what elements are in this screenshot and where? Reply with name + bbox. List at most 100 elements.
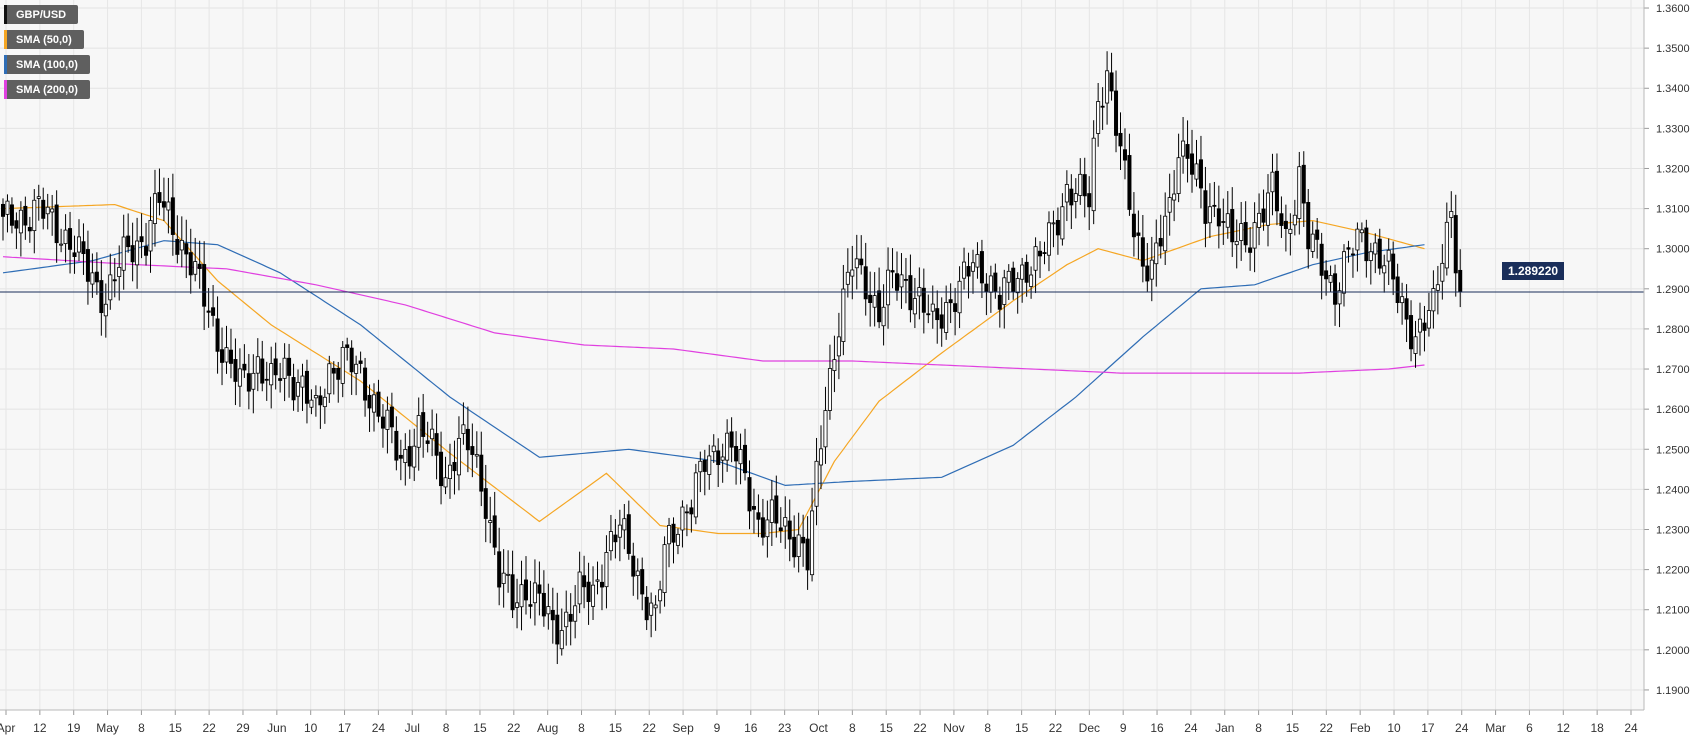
candle-body-down — [331, 367, 336, 374]
candle — [796, 512, 801, 573]
candle — [541, 570, 546, 627]
candle-body-up — [1440, 262, 1445, 282]
candle — [479, 431, 484, 507]
candle-body-up — [1337, 290, 1342, 305]
candle-body-up — [1386, 249, 1391, 262]
candle — [313, 385, 318, 417]
candle — [1234, 219, 1239, 269]
candle-body-up — [532, 582, 537, 604]
legend-item-sma200[interactable]: SMA (200,0) — [4, 80, 90, 99]
candle-body-up — [1342, 251, 1347, 294]
candle — [1324, 260, 1329, 296]
candle-body-down — [935, 308, 940, 321]
candle — [296, 369, 301, 412]
candle — [993, 263, 998, 299]
candle — [769, 480, 774, 547]
candle-body-up — [622, 518, 627, 531]
candle-body-up — [559, 630, 564, 650]
sma-50-line — [2, 203, 1425, 535]
candle-body-down — [1458, 269, 1463, 293]
x-axis: Apr 12 19 May 8 15 22 29 Jun 10 17 24 Jul 8 15 22 Aug 8 15… — [0, 710, 1638, 735]
candle-body-up — [698, 460, 703, 473]
candle — [845, 248, 850, 298]
candle-body-down — [1109, 72, 1114, 92]
candle-body-down — [877, 290, 882, 323]
candle — [99, 260, 104, 336]
candle — [1417, 302, 1422, 356]
candle — [523, 556, 528, 615]
candle-body-up — [1359, 229, 1364, 234]
candle — [443, 456, 448, 495]
candle-body-down — [349, 347, 354, 373]
legend-item-sma50[interactable]: SMA (50,0) — [4, 30, 84, 49]
candle-body-down — [139, 236, 144, 243]
candle-body-up — [1292, 214, 1297, 226]
candle-body-up — [738, 449, 743, 465]
candle-body-up — [591, 584, 596, 607]
candle-body-down — [979, 251, 984, 284]
legend-item-sma100[interactable]: SMA (100,0) — [4, 55, 90, 74]
candle-body-up — [443, 477, 448, 488]
candle-body-up — [930, 303, 935, 312]
candle — [380, 404, 385, 448]
candle-body-down — [1024, 261, 1029, 283]
candle — [1069, 174, 1074, 229]
candle — [702, 449, 707, 496]
candle-body-down — [273, 358, 278, 376]
candle — [1346, 240, 1351, 263]
legend-swatch — [4, 30, 7, 49]
candle-body-up — [354, 363, 359, 374]
x-tick-label: 16 — [1150, 721, 1164, 735]
candle-body-down — [756, 512, 761, 520]
candle — [506, 550, 511, 593]
y-tick-label: 1.2300 — [1656, 524, 1690, 536]
candle — [1283, 204, 1288, 252]
candle — [50, 194, 55, 236]
candle-body-down — [85, 249, 90, 282]
candle — [255, 338, 260, 392]
candle-body-down — [380, 416, 385, 429]
candle-body-down — [492, 515, 497, 548]
candle-body-up — [59, 243, 64, 246]
candle — [358, 351, 363, 374]
candle — [1145, 242, 1150, 292]
candle-body-up — [1297, 166, 1302, 219]
candle — [327, 355, 332, 403]
candle — [1140, 215, 1145, 283]
candle — [573, 585, 578, 639]
candle-body-up — [617, 524, 622, 538]
candle-body-down — [743, 444, 748, 474]
candle-body-up — [1239, 223, 1244, 241]
candle-body-down — [1122, 149, 1127, 161]
candle — [528, 580, 533, 619]
candle — [1020, 257, 1025, 303]
candle — [729, 417, 734, 463]
candle — [586, 562, 591, 625]
candle-body-up — [135, 240, 140, 266]
candle — [54, 190, 59, 263]
candle — [819, 425, 824, 490]
candle-body-down — [367, 394, 372, 409]
candle-body-down — [908, 275, 913, 311]
candle — [345, 337, 350, 361]
candle — [783, 496, 788, 549]
candle-body-up — [796, 534, 801, 557]
candle-body-up — [836, 336, 841, 357]
candle-body-down — [626, 514, 631, 554]
candle-body-up — [117, 266, 122, 277]
candle — [899, 253, 904, 309]
candle — [1064, 170, 1069, 222]
candle-body-down — [1395, 276, 1400, 303]
candle-body-down — [345, 344, 350, 348]
candles — [0, 51, 1463, 665]
candle — [1118, 112, 1123, 170]
candle-body-up — [1172, 193, 1177, 201]
candle — [228, 328, 233, 379]
candle-body-down — [1279, 213, 1284, 226]
candle-body-down — [23, 205, 28, 226]
candle — [510, 550, 515, 619]
candle-body-up — [1033, 246, 1038, 271]
candle — [1096, 83, 1101, 147]
legend-item-gbpusd[interactable]: GBP/USD — [4, 5, 79, 24]
candle-body-up — [604, 552, 609, 588]
